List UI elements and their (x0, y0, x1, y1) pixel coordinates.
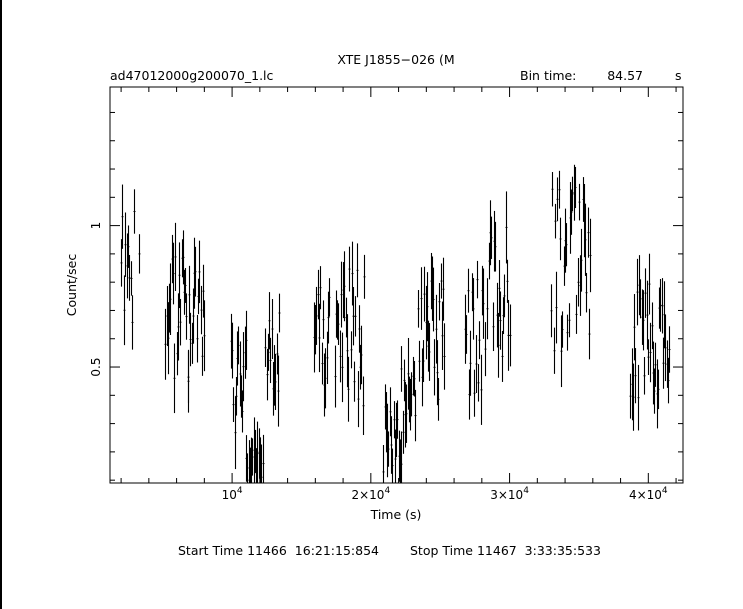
x-tick-labels: 104 2×104 3×104 4×104 (222, 486, 668, 502)
axis-ticks (110, 87, 683, 483)
stop-time: Stop Time 11467 3:33:35:533 (410, 543, 601, 558)
x-tick-label: 104 (222, 486, 243, 502)
x-axis-label: Time (s) (370, 507, 422, 522)
y-tick-labels: 0.51 (89, 222, 103, 377)
chart-title: XTE J1855−026 (M (337, 52, 454, 67)
plot-frame (109, 86, 684, 484)
y-axis-label: Count/sec (64, 254, 79, 317)
window-left-edge (0, 0, 2, 609)
x-tick-label: 2×104 (351, 486, 390, 502)
error-bars (120, 164, 671, 483)
bin-time-value: 84.57 (607, 68, 643, 83)
bin-time-unit: s (675, 68, 682, 83)
y-tick-label: 1 (89, 222, 103, 230)
file-label: ad47012000g200070_1.lc (110, 68, 274, 83)
bin-time-label: Bin time: (520, 68, 576, 83)
y-tick-label: 0.5 (89, 357, 103, 376)
start-time: Start Time 11466 16:21:15:854 (178, 543, 379, 558)
x-tick-label: 3×104 (490, 486, 529, 502)
x-tick-label: 4×104 (629, 486, 668, 502)
